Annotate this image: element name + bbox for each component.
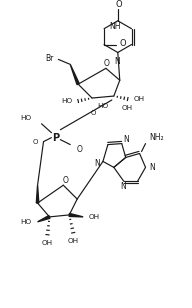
Text: N: N (94, 159, 100, 168)
Text: Br: Br (45, 54, 53, 63)
Text: OH: OH (122, 105, 133, 111)
Polygon shape (69, 213, 83, 217)
Text: OH: OH (134, 96, 145, 102)
Text: N: N (124, 135, 129, 144)
Text: HO: HO (97, 103, 108, 109)
Text: O: O (104, 59, 110, 68)
Text: N: N (120, 182, 126, 191)
Text: O: O (91, 110, 96, 116)
Text: NH₂: NH₂ (150, 133, 164, 142)
Text: HO: HO (21, 219, 32, 225)
Text: N: N (114, 57, 120, 67)
Text: OH: OH (89, 214, 100, 220)
Polygon shape (70, 64, 79, 85)
Text: OH: OH (42, 240, 53, 246)
Text: NH: NH (109, 22, 121, 31)
Text: P: P (52, 133, 59, 143)
Text: O: O (33, 139, 38, 145)
Text: O: O (76, 145, 82, 154)
Text: O: O (115, 0, 122, 10)
Text: HO: HO (61, 98, 72, 104)
Polygon shape (36, 185, 39, 203)
Polygon shape (38, 216, 50, 222)
Text: N: N (150, 163, 155, 172)
Text: OH: OH (68, 238, 79, 244)
Text: HO: HO (21, 115, 32, 121)
Text: O: O (120, 39, 127, 48)
Text: O: O (62, 176, 68, 185)
